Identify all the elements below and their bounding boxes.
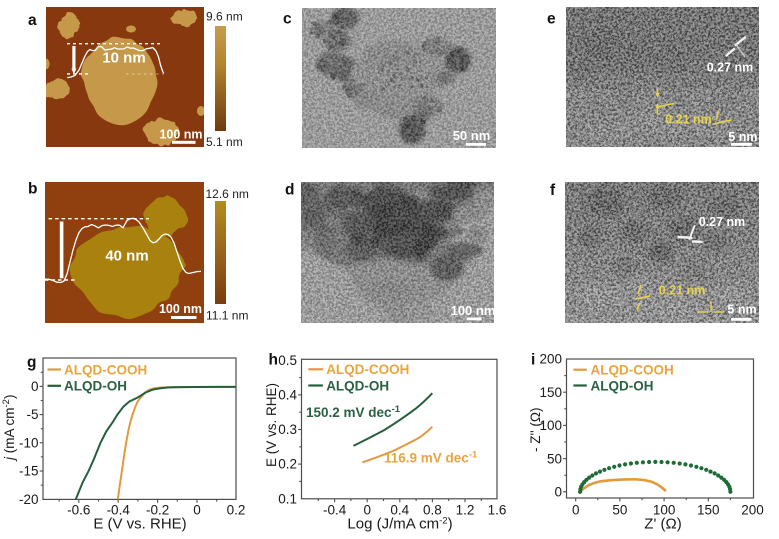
svg-text:Log (J/mA cm-2): Log (J/mA cm-2) xyxy=(347,516,452,533)
svg-text:100 nm: 100 nm xyxy=(159,128,202,142)
svg-text:c: c xyxy=(283,11,292,28)
svg-text:150: 150 xyxy=(539,385,562,400)
svg-text:-0.4: -0.4 xyxy=(107,503,131,518)
svg-text:0.3: 0.3 xyxy=(278,422,297,437)
svg-text:0.21 nm: 0.21 nm xyxy=(665,113,712,127)
svg-text:-5: -5 xyxy=(26,407,38,422)
svg-text:E (V vs. RHE): E (V vs. RHE) xyxy=(264,383,279,467)
svg-text:b: b xyxy=(28,181,37,198)
svg-text:-15: -15 xyxy=(19,464,39,479)
svg-text:ALQD-OH: ALQD-OH xyxy=(591,378,654,393)
svg-text:150: 150 xyxy=(697,503,720,518)
svg-text:5 nm: 5 nm xyxy=(727,303,756,317)
svg-text:5.1 nm: 5.1 nm xyxy=(206,135,243,149)
svg-text:e: e xyxy=(547,11,556,28)
svg-text:0.4: 0.4 xyxy=(390,503,409,518)
svg-text:-0.2: -0.2 xyxy=(146,503,169,518)
svg-text:12.6 nm: 12.6 nm xyxy=(206,187,249,201)
svg-text:11.1 nm: 11.1 nm xyxy=(206,309,248,323)
svg-text:150.2 mV dec-1: 150.2 mV dec-1 xyxy=(306,404,401,420)
svg-text:0: 0 xyxy=(572,503,580,518)
svg-text:1.2: 1.2 xyxy=(456,503,475,518)
svg-text:ALQD-COOH: ALQD-COOH xyxy=(591,363,674,378)
svg-text:E (V vs. RHE): E (V vs. RHE) xyxy=(93,516,186,533)
svg-text:0: 0 xyxy=(193,503,201,518)
svg-text:Z' (Ω): Z' (Ω) xyxy=(644,516,681,533)
svg-text:0: 0 xyxy=(554,485,562,500)
svg-text:0.2: 0.2 xyxy=(278,457,297,472)
svg-text:h: h xyxy=(269,352,278,369)
svg-text:116.9 mV dec-1: 116.9 mV dec-1 xyxy=(384,450,478,466)
svg-text:100 nm: 100 nm xyxy=(451,303,496,318)
svg-text:-20: -20 xyxy=(19,492,39,507)
svg-text:50: 50 xyxy=(612,503,627,518)
svg-text:ALQD-OH: ALQD-OH xyxy=(326,378,389,393)
svg-text:0: 0 xyxy=(31,379,39,394)
svg-text:200: 200 xyxy=(741,503,764,518)
svg-text:a: a xyxy=(28,12,37,29)
svg-text:0.4: 0.4 xyxy=(278,388,297,403)
svg-text:- Z'' (Ω): - Z'' (Ω) xyxy=(528,408,543,452)
svg-text:5 nm: 5 nm xyxy=(728,130,757,144)
svg-text:0.8: 0.8 xyxy=(423,503,442,518)
svg-text:100 nm: 100 nm xyxy=(159,302,202,316)
svg-text:-0.4: -0.4 xyxy=(323,503,347,518)
svg-text:0.2: 0.2 xyxy=(227,503,246,518)
svg-text:g: g xyxy=(27,354,36,371)
svg-text:50: 50 xyxy=(547,451,562,466)
svg-text:0.5: 0.5 xyxy=(278,353,297,368)
svg-text:ALQD-OH: ALQD-OH xyxy=(64,379,127,394)
svg-text:d: d xyxy=(285,182,294,199)
svg-text:0.27 nm: 0.27 nm xyxy=(707,61,754,75)
svg-text:-10: -10 xyxy=(19,435,39,450)
svg-text:40 nm: 40 nm xyxy=(105,248,148,265)
svg-text:50 nm: 50 nm xyxy=(453,128,491,143)
svg-text:100: 100 xyxy=(653,503,676,518)
svg-text:j (mA cm-2): j (mA cm-2) xyxy=(1,395,17,462)
svg-text:ALQD-COOH: ALQD-COOH xyxy=(64,362,147,377)
svg-text:0.21 nm: 0.21 nm xyxy=(659,284,706,298)
svg-text:0.1: 0.1 xyxy=(278,491,297,506)
svg-text:i: i xyxy=(531,352,535,369)
svg-text:ALQD-COOH: ALQD-COOH xyxy=(326,362,409,377)
svg-text:9.6 nm: 9.6 nm xyxy=(206,10,243,24)
svg-text:200: 200 xyxy=(539,352,562,367)
svg-text:f: f xyxy=(550,182,556,199)
svg-text:1.6: 1.6 xyxy=(488,503,507,518)
svg-text:0: 0 xyxy=(363,503,371,518)
svg-text:100: 100 xyxy=(539,418,562,433)
svg-text:0.27 nm: 0.27 nm xyxy=(699,215,746,229)
svg-text:-0.6: -0.6 xyxy=(67,503,90,518)
svg-text:10 nm: 10 nm xyxy=(102,50,145,67)
